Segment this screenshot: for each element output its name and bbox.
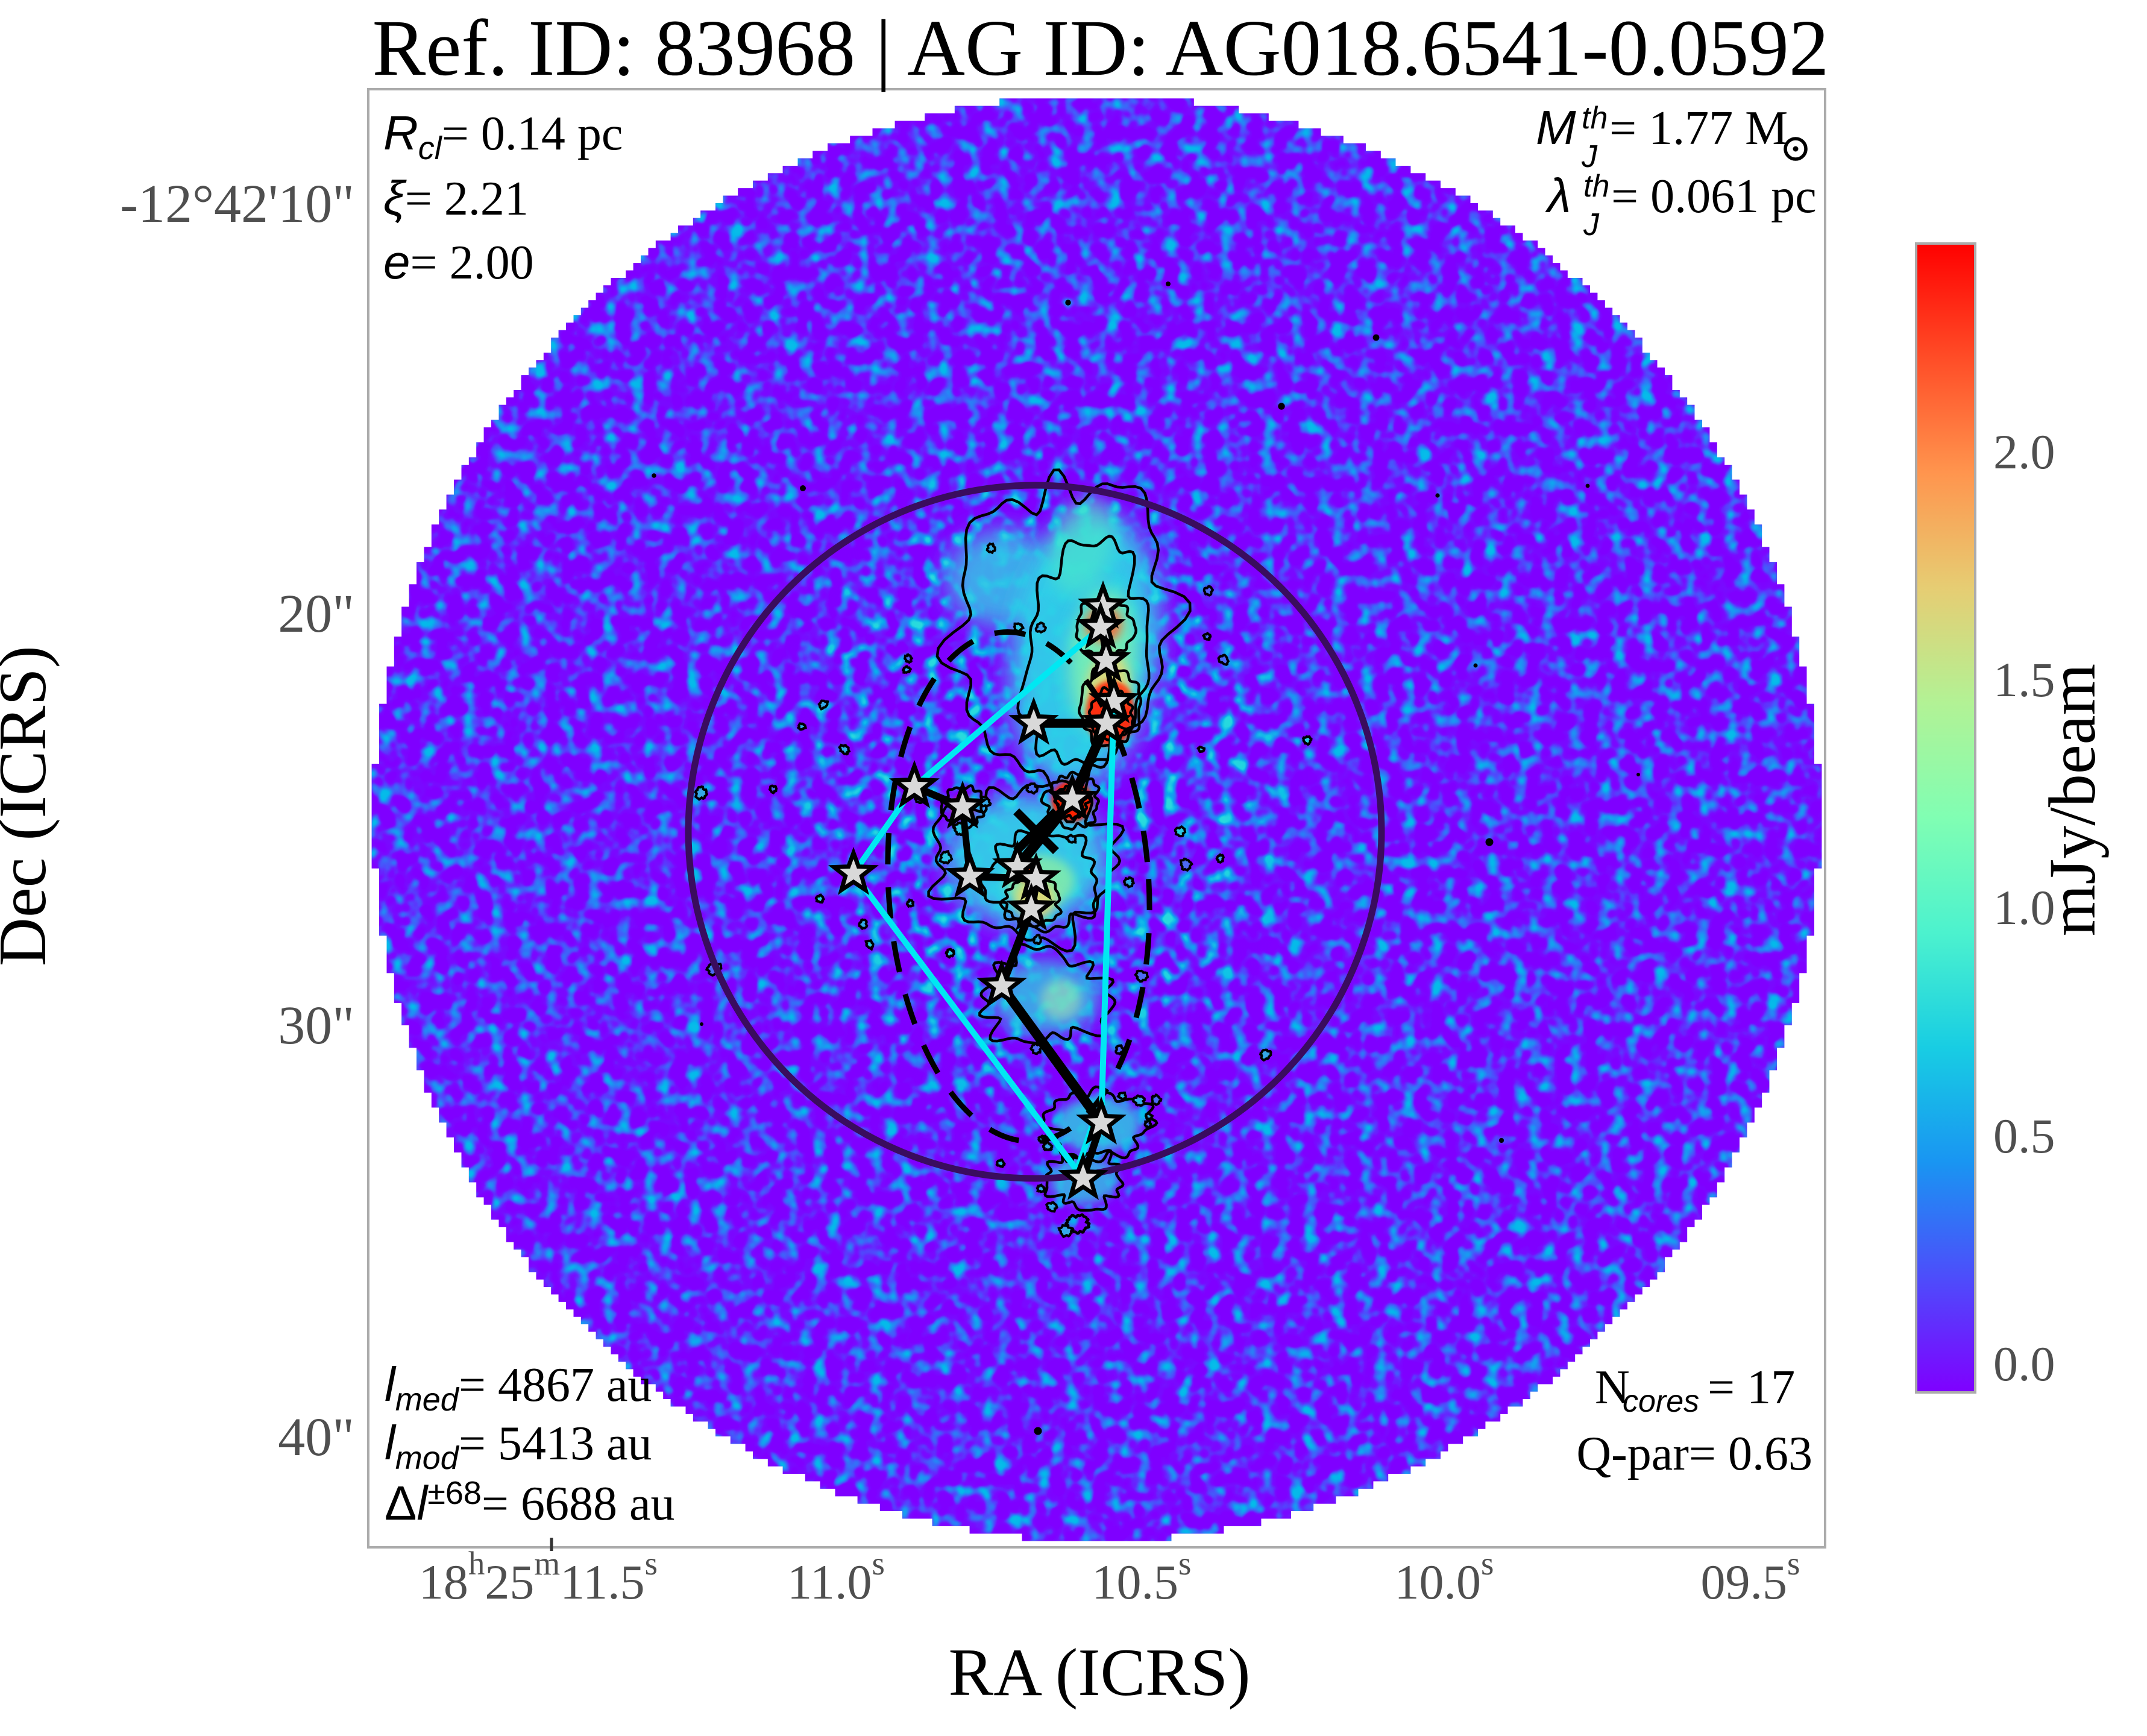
svg-text:cores: cores <box>1623 1384 1699 1419</box>
svg-text:lmed= 4867 au: lmed= 4867 au <box>385 1357 652 1418</box>
svg-text:09.5s: 09.5s <box>1701 1545 1800 1609</box>
svg-text:40": 40" <box>278 1407 354 1467</box>
svg-text:= 0.061 pc: = 0.061 pc <box>1611 170 1817 223</box>
svg-text:2.0: 2.0 <box>1993 424 2055 479</box>
svg-text:e= 2.00: e= 2.00 <box>383 235 534 289</box>
svg-text:0.5: 0.5 <box>1993 1109 2055 1163</box>
svg-text:th: th <box>1582 101 1608 136</box>
svg-text:30": 30" <box>278 996 354 1055</box>
svg-text:J: J <box>1581 139 1598 174</box>
svg-text:N: N <box>1595 1361 1630 1414</box>
svg-text:J: J <box>1583 207 1600 242</box>
svg-text:Ref. ID: 83968 | AG ID: AG018.: Ref. ID: 83968 | AG ID: AG018.6541-0.059… <box>373 3 1829 92</box>
svg-text:M: M <box>1536 101 1576 154</box>
svg-text:20": 20" <box>278 584 354 644</box>
svg-text:10.0s: 10.0s <box>1395 1545 1494 1609</box>
svg-text:RA (ICRS): RA (ICRS) <box>949 1635 1251 1710</box>
svg-text:= 17: = 17 <box>1708 1361 1795 1414</box>
svg-text:0.0: 0.0 <box>1993 1336 2055 1391</box>
svg-text:1.5: 1.5 <box>1993 652 2055 707</box>
svg-text:18h25m11.5s: 18h25m11.5s <box>419 1545 658 1609</box>
svg-text:ξ= 2.21: ξ= 2.21 <box>383 171 529 225</box>
svg-text:= 1.77 M: = 1.77 M <box>1609 102 1788 155</box>
svg-text:10.5s: 10.5s <box>1092 1545 1192 1609</box>
svg-text:Q-par= 0.63: Q-par= 0.63 <box>1576 1427 1812 1480</box>
svg-text:mJy/beam: mJy/beam <box>2035 664 2109 936</box>
svg-text:λ: λ <box>1545 169 1571 222</box>
svg-text:1.0: 1.0 <box>1993 880 2055 935</box>
svg-text:11.0s: 11.0s <box>787 1545 885 1609</box>
svg-text:th: th <box>1583 169 1609 204</box>
svg-text:-12°42'10": -12°42'10" <box>120 174 354 234</box>
svg-text:Dec (ICRS): Dec (ICRS) <box>0 646 60 966</box>
